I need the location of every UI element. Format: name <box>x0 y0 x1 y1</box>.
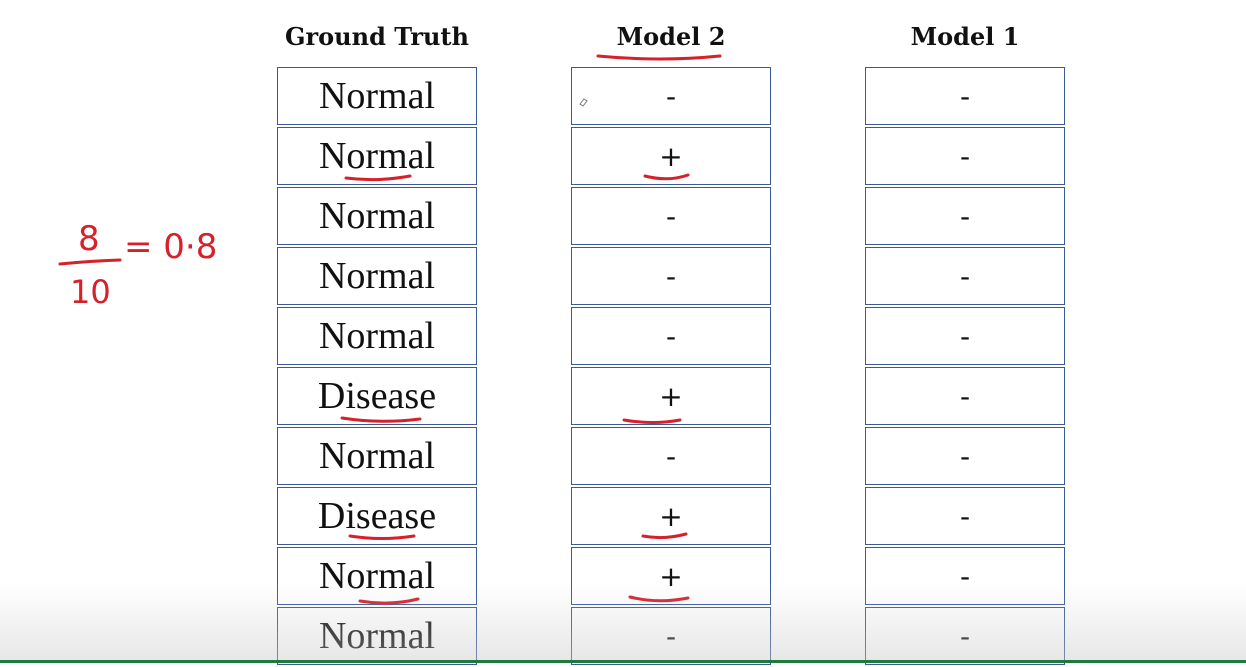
fraction-result: = 0·8 <box>124 227 217 267</box>
ground-truth-cell: Normal <box>277 127 477 185</box>
header-model-1: Model 1 <box>910 22 1020 51</box>
model-1-column: - - - - - - - - - - <box>865 67 1065 667</box>
ground-truth-cell: Normal <box>277 547 477 605</box>
model-1-cell: - <box>865 127 1065 185</box>
ground-truth-column: Normal Normal Normal Normal Normal Disea… <box>277 67 477 667</box>
fraction-bar <box>58 258 122 266</box>
model-2-cell: - <box>571 607 771 665</box>
model-1-cell: - <box>865 427 1065 485</box>
model-2-cell: - <box>571 187 771 245</box>
model-1-cell: - <box>865 547 1065 605</box>
model-2-cell: + <box>571 127 771 185</box>
ground-truth-cell: Normal <box>277 427 477 485</box>
fraction-denominator: 10 <box>70 273 111 311</box>
model-1-cell: - <box>865 307 1065 365</box>
fraction-numerator: 8 <box>78 219 100 259</box>
ground-truth-cell: Disease <box>277 367 477 425</box>
model-1-cell: - <box>865 487 1065 545</box>
model-2-cell: - <box>571 427 771 485</box>
ground-truth-cell: Normal <box>277 67 477 125</box>
ground-truth-cell: Normal <box>277 247 477 305</box>
bottom-strip <box>0 660 1246 663</box>
model-1-cell: - <box>865 247 1065 305</box>
model-2-cell: + <box>571 547 771 605</box>
header-ground-truth: Ground Truth <box>285 22 469 51</box>
ground-truth-cell: Normal <box>277 607 477 665</box>
model-1-cell: - <box>865 367 1065 425</box>
ground-truth-cell: Disease <box>277 487 477 545</box>
model-1-cell: - <box>865 187 1065 245</box>
ground-truth-cell: Normal <box>277 307 477 365</box>
model-2-cell: - <box>571 67 771 125</box>
model-2-column: - + - - - + - + + - <box>571 67 771 667</box>
model-2-cell: + <box>571 487 771 545</box>
model-1-cell: - <box>865 67 1065 125</box>
header-model-2: Model 2 <box>616 22 726 51</box>
model-2-cell: - <box>571 307 771 365</box>
ground-truth-cell: Normal <box>277 187 477 245</box>
model-1-cell: - <box>865 607 1065 665</box>
underline-model-2 <box>596 54 722 61</box>
model-2-cell: - <box>571 247 771 305</box>
model-2-cell: + <box>571 367 771 425</box>
